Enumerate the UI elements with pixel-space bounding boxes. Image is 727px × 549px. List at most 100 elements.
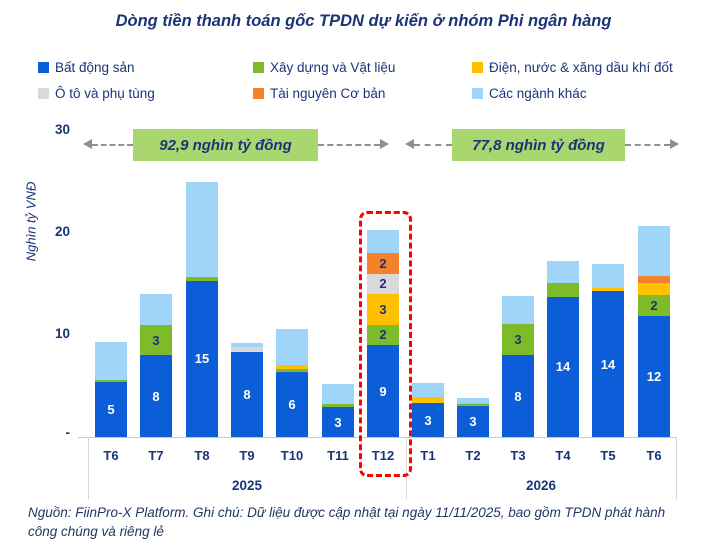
legend-swatch-xay-dung-icon [253,62,264,73]
x-axis-month-label: T4 [555,448,571,463]
bar-value-label: 15 [194,351,210,367]
bar-segment: 9 [367,345,399,437]
arrow-left-icon [405,139,414,149]
dashed-arrow-line [318,144,380,146]
bar-segment: 2 [367,324,399,346]
legend-item-tai-nguyen: Tài nguyên Cơ bản [253,86,472,101]
bar-segment: 6 [276,371,308,437]
dashed-arrow-line [625,144,670,146]
bar-segment: 3 [322,407,354,437]
dashed-arrow-line [92,144,133,146]
legend-item-dien-nuoc: Điện, nước & xăng dầu khí đốt [472,60,673,75]
bar-segment: 14 [592,291,624,437]
bar-segment [186,182,218,278]
bar-segment [231,346,263,353]
y-tick-20: 20 [54,224,70,239]
x-axis-month-label: T5 [600,448,616,463]
bar-segment [367,229,399,254]
x-axis-month-label: T2 [465,448,481,463]
legend-swatch-bat-dong-san-icon [38,62,49,73]
bar-value-label: 3 [334,414,342,430]
bar-segment [322,404,354,408]
x-axis-month-label: T11 [327,448,349,463]
total-2025-badge: 92,9 nghìn tỷ đồng [133,129,318,161]
bar-segment [140,294,172,325]
x-axis-line [78,437,676,438]
legend-label: Xây dựng và Vật liệu [270,60,396,75]
chart-title: Dòng tiền thanh toán gốc TPDN dự kiến ở … [115,12,612,30]
x-axis-year-label: 2025 [231,478,263,493]
x-axis-month-label: T6 [646,448,662,463]
bar-segment [276,364,308,370]
bar-segment [638,282,670,296]
axis-divider [88,437,89,499]
bar-value-label: 3 [424,412,432,428]
bar-segment: 12 [638,315,670,437]
bar-segment: 15 [186,280,218,437]
bar-value-label: 3 [379,301,387,317]
bar-segment [638,275,670,283]
legend-item-cac-nganh-khac: Các ngành khác [472,86,587,101]
x-axis-month-label: T7 [148,448,164,463]
dashed-arrow-line [414,144,452,146]
bar-value-label: 3 [152,332,160,348]
x-axis-month-label: T8 [194,448,210,463]
bar-value-label: 2 [379,276,387,292]
bar-segment: 3 [412,403,444,437]
bar-segment [186,277,218,281]
bar-segment [276,369,308,372]
x-axis-month-label: T6 [103,448,119,463]
bar-value-label: 2 [379,327,387,343]
bar-segment [592,287,624,292]
x-axis-month-label: T9 [239,448,255,463]
bar-value-label: 3 [469,413,477,429]
bar-value-label: 14 [555,359,571,375]
bar-segment [457,402,489,404]
legend-swatch-o-to-icon [38,88,49,99]
bar-segment [276,328,308,365]
legend-label: Tài nguyên Cơ bản [270,86,386,101]
bar-segment [95,379,127,383]
bar-value-label: 2 [650,297,658,313]
legend-label: Bất động sản [55,60,135,75]
bar-value-label: 3 [514,332,522,348]
t12-highlight-box [359,211,412,477]
bar-segment: 3 [502,323,534,356]
legend-item-o-to: Ô tô và phụ tùng [38,86,253,101]
legend-label: Các ngành khác [489,86,587,101]
bar-segment [412,382,444,398]
bar-value-label: 8 [243,387,251,403]
bar-segment [95,342,127,380]
bar-segment [231,343,263,347]
bar-value-label: 14 [600,356,616,372]
bar-value-label: 8 [152,388,160,404]
legend-swatch-dien-nuoc-icon [472,62,483,73]
bar-segment [457,398,489,403]
bar-value-label: 2 [379,256,387,272]
bar-segment: 8 [502,355,534,437]
legend-row-1: Bất động sản Xây dựng và Vật liệu Điện, … [38,60,673,75]
arrow-left-icon [83,139,92,149]
y-tick-zero: - [65,425,71,440]
axis-divider [406,437,407,499]
y-tick-10: 10 [54,326,70,341]
x-axis-month-label: T10 [280,448,304,463]
bar-segment: 8 [140,355,172,437]
bar-segment: 5 [95,382,127,437]
bar-segment [502,296,534,324]
bar-segment: 3 [367,294,399,325]
x-axis-month-label: T3 [510,448,526,463]
bar-segment: 2 [638,295,670,316]
bar-segment: 2 [367,273,399,295]
bar-value-label: 12 [646,368,662,384]
arrow-right-icon [670,139,679,149]
bar-segment [547,282,579,297]
legend-item-xay-dung: Xây dựng và Vật liệu [253,60,472,75]
bar-value-label: 8 [514,388,522,404]
bar-value-label: 6 [288,396,296,412]
total-2026-badge: 77,8 nghìn tỷ đồng [452,129,625,161]
legend-swatch-tai-nguyen-icon [253,88,264,99]
legend-label: Điện, nước & xăng dầu khí đốt [489,60,673,75]
